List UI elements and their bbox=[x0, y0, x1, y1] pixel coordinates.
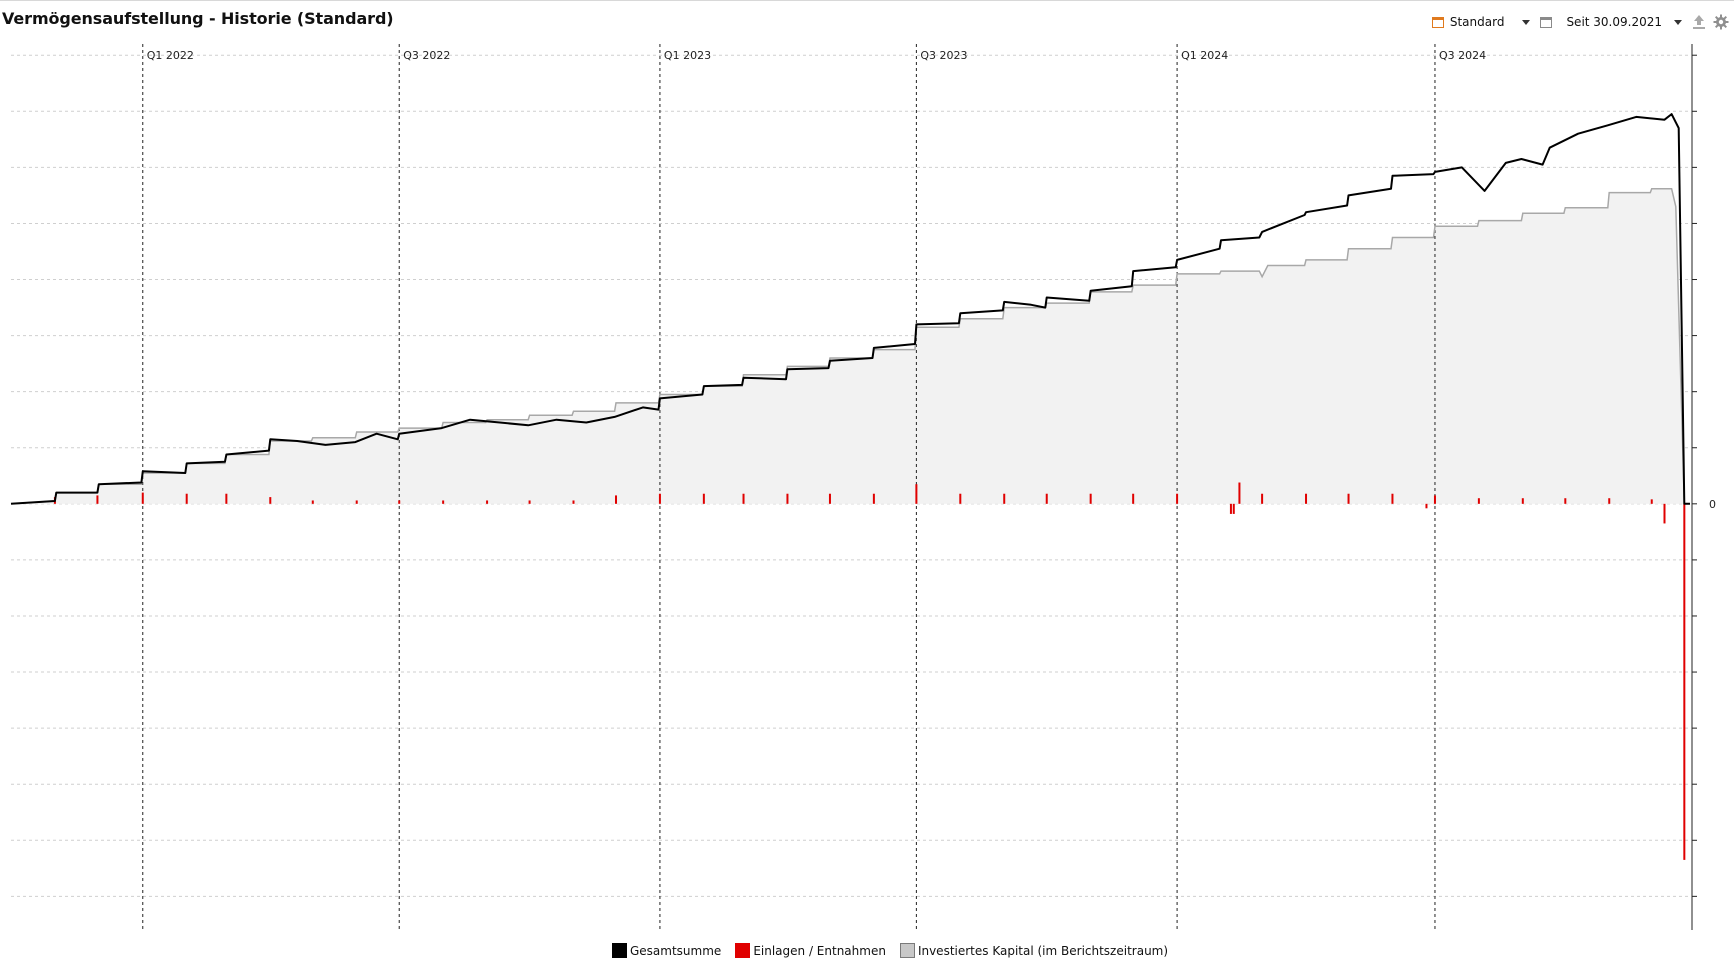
deposit-bar bbox=[269, 497, 272, 504]
deposit-bar bbox=[742, 493, 745, 504]
top-border bbox=[0, 0, 1734, 1]
calendar-gray-icon bbox=[1540, 16, 1553, 28]
deposit-bar bbox=[1433, 495, 1436, 504]
history-chart[interactable]: Q1 2022 Q3 2022 Q1 2023 Q3 2023 Q1 2024 Q3 20… bbox=[0, 40, 1734, 935]
deposit-bar bbox=[1650, 499, 1653, 504]
deposit-bar bbox=[658, 493, 661, 504]
deposit-bar bbox=[225, 493, 228, 504]
quarter-label: Q1 2022 bbox=[147, 49, 194, 62]
deposit-bar bbox=[528, 500, 531, 504]
deposit-bar bbox=[702, 493, 705, 504]
deposit-bar bbox=[1003, 493, 1006, 504]
deposit-bar bbox=[872, 493, 875, 504]
legend-label-invested: Investiertes Kapital (im Berichtszeitrau… bbox=[917, 943, 1169, 958]
deposit-bar bbox=[355, 500, 358, 504]
deposit-bar bbox=[1425, 503, 1428, 509]
legend-swatch-invested bbox=[899, 943, 915, 958]
gear-icon[interactable] bbox=[1712, 13, 1730, 31]
deposit-bar bbox=[1232, 503, 1235, 514]
deposit-bar bbox=[1238, 482, 1241, 504]
legend-item-deposits[interactable]: Einlagen / Entnahmen bbox=[735, 943, 886, 958]
quarter-label: Q3 2024 bbox=[1439, 49, 1486, 62]
period-label: Seit 30.09.2021 bbox=[1566, 15, 1662, 29]
toolbar: Standard Seit 30.09.2021 bbox=[1431, 12, 1734, 32]
legend-label-total: Gesamtsumme bbox=[630, 943, 722, 958]
deposit-bar bbox=[1347, 493, 1350, 504]
quarter-label: Q3 2023 bbox=[920, 49, 967, 62]
calendar-orange-icon bbox=[1431, 16, 1444, 28]
legend-item-invested[interactable]: Investiertes Kapital (im Berichtszeitrau… bbox=[899, 943, 1169, 958]
deposit-bar bbox=[486, 500, 489, 504]
deposit-bar bbox=[1477, 498, 1480, 504]
quarter-label: Q3 2022 bbox=[403, 49, 450, 62]
period-dropdown[interactable]: Seit 30.09.2021 bbox=[1540, 15, 1690, 29]
deposit-bar bbox=[1261, 493, 1264, 504]
deposit-bar bbox=[398, 500, 401, 504]
filter-dropdown[interactable]: Standard bbox=[1431, 15, 1539, 29]
deposit-bar bbox=[1564, 498, 1567, 504]
chart-legend: Gesamtsumme Einlagen / Entnahmen Investi… bbox=[612, 943, 1182, 958]
deposit-bar bbox=[1089, 493, 1092, 504]
deposit-bar bbox=[1663, 503, 1666, 524]
invested-capital-line bbox=[10, 187, 1690, 505]
quarter-label: Q1 2023 bbox=[664, 49, 711, 62]
deposit-bar bbox=[1305, 493, 1308, 504]
deposit-bar bbox=[141, 492, 144, 504]
deposit-bar bbox=[1229, 503, 1232, 514]
deposit-bar bbox=[786, 493, 789, 504]
deposit-bar bbox=[442, 500, 445, 504]
deposit-bar bbox=[185, 493, 188, 504]
chevron-down-icon bbox=[1522, 19, 1531, 25]
y-tick-label: 0 bbox=[1709, 498, 1716, 511]
deposit-bar bbox=[915, 484, 918, 504]
total-line bbox=[10, 113, 1690, 505]
legend-swatch-deposits bbox=[735, 943, 751, 958]
invested-capital-area bbox=[11, 188, 1690, 504]
deposit-bar bbox=[1176, 493, 1179, 504]
deposit-bar bbox=[1045, 493, 1048, 504]
upload-icon[interactable] bbox=[1690, 13, 1708, 31]
deposit-bar bbox=[572, 500, 575, 504]
deposit-bar bbox=[1608, 498, 1611, 504]
deposit-bar bbox=[1391, 493, 1394, 504]
deposit-bar bbox=[96, 495, 99, 504]
deposit-bar bbox=[828, 493, 831, 504]
legend-label-deposits: Einlagen / Entnahmen bbox=[753, 943, 886, 958]
deposit-bar bbox=[311, 500, 314, 504]
page-title: Vermögensaufstellung - Historie (Standar… bbox=[2, 9, 394, 28]
deposit-bar bbox=[1521, 498, 1524, 504]
legend-item-total[interactable]: Gesamtsumme bbox=[612, 943, 721, 958]
deposit-bar bbox=[615, 495, 618, 504]
deposit-bar bbox=[959, 493, 962, 504]
deposit-bar bbox=[1683, 503, 1686, 860]
chevron-down-icon bbox=[1674, 19, 1682, 25]
deposit-bar bbox=[1132, 493, 1135, 504]
filter-label: Standard bbox=[1449, 15, 1505, 29]
quarter-label: Q1 2024 bbox=[1181, 49, 1228, 62]
legend-swatch-total bbox=[612, 943, 627, 958]
